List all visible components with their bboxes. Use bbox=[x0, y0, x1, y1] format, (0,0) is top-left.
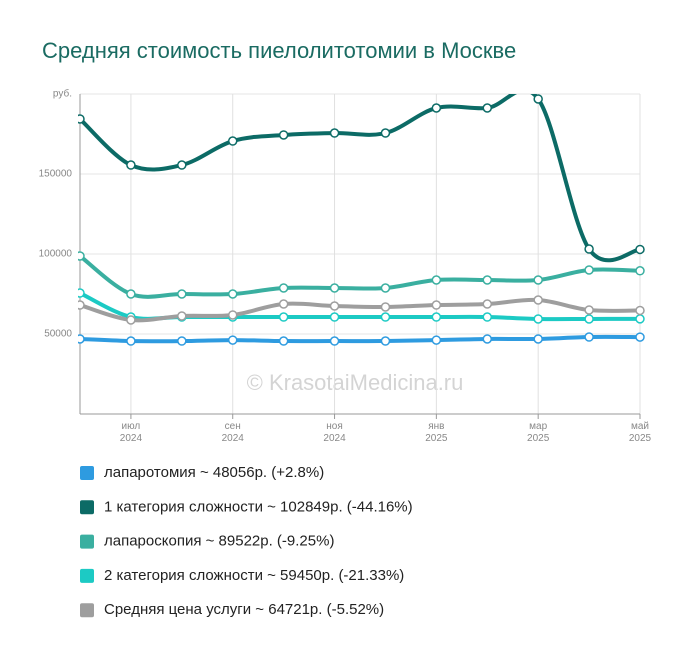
data-point bbox=[431, 275, 442, 285]
data-point bbox=[584, 314, 594, 324]
y-tick-label: 150000 bbox=[39, 169, 73, 180]
data-point bbox=[533, 275, 543, 285]
data-point bbox=[533, 334, 543, 344]
series-line bbox=[78, 254, 641, 299]
data-point bbox=[227, 289, 238, 299]
x-tick-label: сен 2024 bbox=[222, 421, 245, 444]
y-tick-label: 100000 bbox=[39, 249, 73, 260]
series-line bbox=[78, 94, 641, 263]
legend-label: лапароскопия ~ 89522р. (-9.25%) bbox=[104, 533, 334, 550]
data-point bbox=[126, 160, 136, 170]
y-tick-label: руб. bbox=[53, 88, 72, 100]
legend-label: Средняя цена услуги ~ 64721р. (-5.52%) bbox=[104, 601, 384, 618]
data-point bbox=[278, 336, 289, 346]
data-point bbox=[431, 312, 442, 322]
data-point bbox=[177, 336, 187, 346]
data-point bbox=[78, 334, 85, 344]
data-point bbox=[482, 299, 493, 309]
data-point bbox=[380, 312, 391, 322]
x-tick-label: июл 2024 bbox=[120, 421, 143, 444]
data-point bbox=[329, 336, 340, 346]
data-point bbox=[533, 94, 543, 104]
data-point bbox=[533, 295, 543, 305]
data-point bbox=[584, 305, 594, 315]
data-point bbox=[584, 244, 594, 254]
data-point bbox=[380, 336, 391, 346]
data-point bbox=[431, 103, 442, 113]
y-tick-label: 50000 bbox=[44, 329, 72, 340]
legend-label: 1 категория сложности ~ 102849р. (-44.16… bbox=[104, 498, 413, 515]
x-tick-label: янв 2025 bbox=[425, 421, 448, 444]
data-point bbox=[78, 288, 85, 298]
data-point bbox=[329, 128, 340, 138]
watermark: © KrasotaiMedicina.ru bbox=[247, 370, 464, 395]
data-point bbox=[78, 300, 85, 310]
plot-area bbox=[78, 94, 645, 346]
data-point bbox=[177, 160, 187, 170]
data-point bbox=[431, 335, 442, 345]
data-point bbox=[482, 275, 493, 285]
data-point bbox=[278, 283, 289, 293]
data-point bbox=[329, 301, 340, 311]
legend-swatch bbox=[80, 500, 94, 515]
data-point bbox=[482, 312, 493, 322]
data-point bbox=[177, 289, 187, 299]
data-point bbox=[126, 315, 136, 325]
data-point bbox=[635, 332, 645, 342]
legend-swatch bbox=[80, 568, 94, 583]
legend-label: 2 категория сложности ~ 59450р. (-21.33%… bbox=[104, 567, 404, 584]
x-tick-label: май 2025 bbox=[629, 421, 652, 444]
data-point bbox=[380, 283, 391, 293]
data-point bbox=[177, 311, 187, 321]
legend-swatch bbox=[80, 603, 94, 618]
data-point bbox=[329, 312, 340, 322]
data-point bbox=[227, 136, 238, 146]
chart-title: Средняя стоимость пиелолитотомии в Москв… bbox=[42, 38, 516, 63]
data-point bbox=[635, 244, 645, 255]
data-point bbox=[329, 283, 340, 293]
data-point bbox=[227, 310, 238, 320]
data-point bbox=[278, 299, 289, 309]
data-point bbox=[635, 266, 645, 276]
data-point bbox=[278, 130, 289, 140]
legend-label: лапаротомия ~ 48056р. (+2.8%) bbox=[104, 464, 324, 481]
data-point bbox=[78, 114, 85, 124]
legend-swatch bbox=[80, 534, 94, 549]
data-point bbox=[584, 332, 594, 342]
data-point bbox=[380, 302, 391, 312]
data-point bbox=[126, 289, 136, 299]
data-point bbox=[126, 336, 136, 346]
data-point bbox=[635, 305, 645, 316]
x-tick-label: мар 2025 bbox=[527, 421, 550, 444]
data-point bbox=[584, 265, 594, 275]
data-point bbox=[227, 335, 238, 345]
data-point bbox=[482, 334, 493, 344]
data-point bbox=[635, 314, 645, 324]
data-point bbox=[78, 251, 85, 261]
data-point bbox=[380, 128, 391, 138]
x-tick-label: ноя 2024 bbox=[323, 421, 346, 444]
series-line bbox=[79, 334, 641, 344]
data-point bbox=[482, 103, 493, 113]
data-point bbox=[533, 314, 543, 324]
legend-swatch bbox=[80, 466, 94, 480]
data-point bbox=[431, 300, 442, 310]
data-point bbox=[278, 312, 289, 322]
